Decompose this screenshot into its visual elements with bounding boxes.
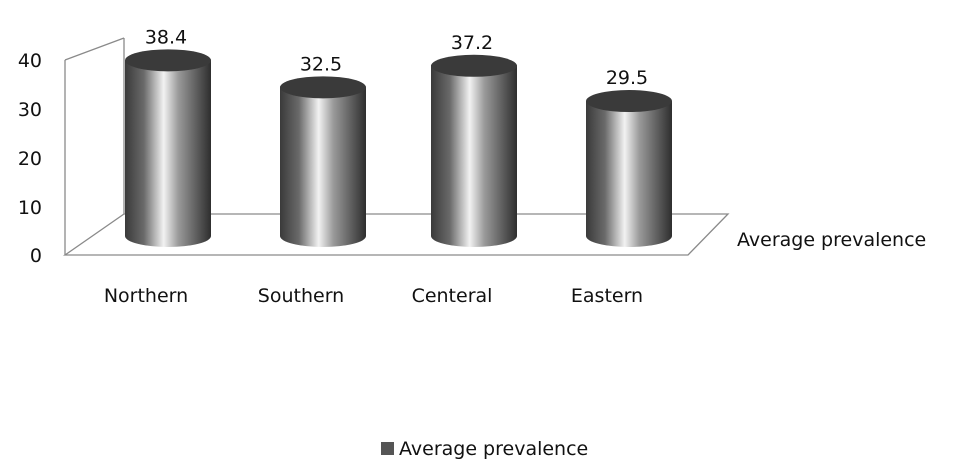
data-label: 29.5 [606, 67, 648, 89]
data-label: 38.4 [145, 26, 187, 48]
bar-top [280, 76, 366, 99]
data-label: 37.2 [451, 32, 493, 54]
bar [125, 49, 211, 247]
y-axis-ticks: 0 10 20 30 40 [18, 50, 42, 267]
y-tick-label: 30 [18, 99, 42, 121]
depth-axis-label: Average prevalence [737, 229, 926, 251]
legend-swatch [381, 442, 394, 455]
floor-plane [62, 213, 730, 256]
plot-axes [62, 37, 730, 256]
category-labels: Northern Southern Centeral Eastern [104, 285, 643, 307]
category-label: Eastern [571, 285, 643, 307]
side-wall-top [64, 37, 125, 61]
bar-top [586, 90, 672, 113]
bar-body [431, 65, 517, 247]
legend: Average prevalence [381, 438, 588, 460]
category-label: Northern [104, 285, 188, 307]
y-tick-label: 10 [18, 197, 42, 219]
bar-body [586, 101, 672, 247]
bar [431, 54, 517, 247]
bar [586, 90, 672, 247]
y-tick-label: 40 [18, 50, 42, 72]
data-labels: 38.4 32.5 37.2 29.5 [145, 26, 648, 89]
category-label: Centeral [412, 285, 493, 307]
bar-top [431, 54, 517, 77]
bars [125, 49, 672, 247]
legend-label: Average prevalence [399, 438, 588, 460]
data-label: 32.5 [300, 53, 342, 75]
bar-top [125, 49, 211, 72]
category-label: Southern [258, 285, 344, 307]
bar [280, 76, 366, 247]
y-tick-label: 0 [30, 245, 42, 267]
bar-body [125, 60, 211, 247]
y-tick-label: 20 [18, 148, 42, 170]
bar-body [280, 87, 366, 247]
